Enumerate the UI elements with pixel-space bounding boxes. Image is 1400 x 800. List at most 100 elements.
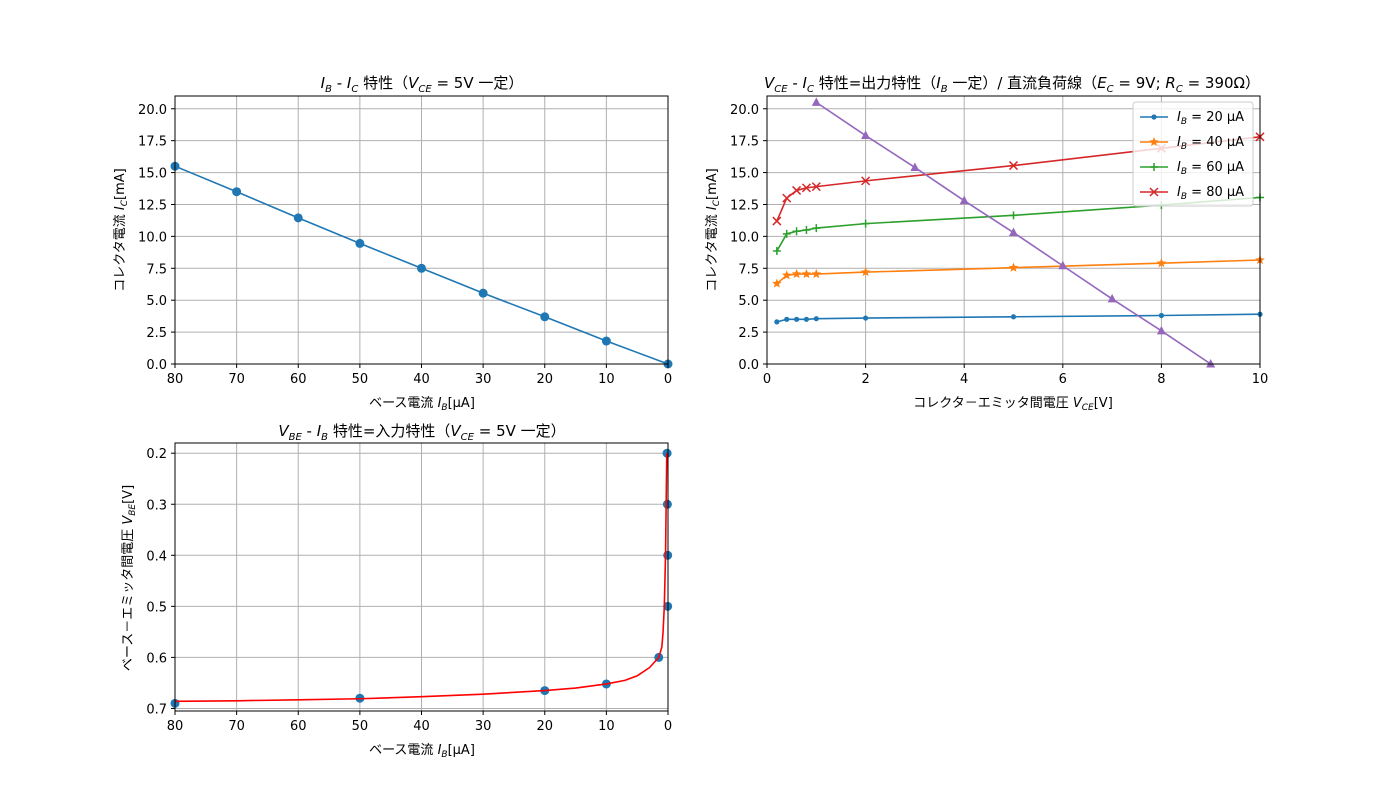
x-tick-label: 10 [598, 719, 615, 734]
y-tick-label: 20.0 [138, 103, 167, 118]
y-tick-label: 5.0 [146, 294, 167, 309]
y-tick-label: 0.7 [146, 702, 167, 717]
y-tick-label: 0.5 [146, 600, 167, 615]
y-tick-label: 2.5 [738, 326, 759, 341]
data-point [601, 336, 611, 346]
y-tick-label: 2.5 [146, 326, 167, 341]
legend-label: IB = 80 μA [1177, 185, 1244, 202]
series-line [174, 453, 668, 703]
plot-area [772, 97, 1265, 368]
legend: IB = 20 μA IB = 40 μA IB = 60 μA IB = 80… [1132, 101, 1254, 207]
legend-entry-ib-80: IB = 80 μA [1140, 185, 1244, 202]
data-point [662, 448, 672, 458]
x-tick-label: 50 [352, 719, 369, 734]
data-point [1206, 359, 1216, 368]
data-point [540, 312, 550, 322]
data-point [1008, 262, 1019, 272]
x-tick-label: 40 [413, 719, 430, 734]
x-axis-ticks: 80 70 60 50 40 30 20 10 0 [167, 364, 672, 387]
legend-marker [1140, 114, 1168, 120]
data-point [782, 229, 791, 238]
x-tick-label: 0 [763, 372, 771, 387]
y-axis-label: コレクタ電流 IC[mA] [113, 168, 130, 291]
x-axis-label: ベース電流 IB[μA] [369, 396, 475, 413]
data-point [801, 269, 812, 279]
data-point [813, 316, 819, 322]
data-point [1008, 161, 1019, 171]
legend-marker [1140, 187, 1168, 197]
data-point [1009, 227, 1018, 237]
data-point [1058, 260, 1068, 270]
y-tick-label: 15.0 [730, 167, 759, 182]
data-point [811, 269, 822, 279]
x-tick-label: 2 [861, 372, 869, 387]
x-tick-label: 8 [1157, 372, 1165, 387]
y-tick-label: 0.3 [146, 498, 167, 513]
y-tick-label: 0.2 [146, 447, 167, 462]
x-tick-label: 60 [290, 719, 307, 734]
legend-entry-ib-40: IB = 40 μA [1140, 135, 1244, 152]
data-point [478, 288, 488, 298]
legend-label: IB = 40 μA [1177, 135, 1244, 152]
chart-title: VBE - IB 特性=入力特性（VCE = 5V 一定） [278, 422, 565, 443]
legend-entry-ib-20: IB = 20 μA [1140, 110, 1244, 127]
data-point [811, 182, 821, 192]
data-point [1150, 163, 1158, 171]
data-point [792, 227, 801, 236]
data-point [662, 499, 672, 509]
y-tick-label: 17.5 [138, 135, 167, 150]
data-point [782, 193, 792, 203]
data-point [861, 130, 871, 140]
data-point [910, 162, 920, 171]
y-axis-label: コレクタ電流 IC[mA] [705, 168, 722, 291]
x-axis-ticks: 80 70 60 50 40 30 20 10 0 [167, 711, 672, 734]
y-axis-ticks: 0.0 2.5 5.0 7.5 10.0 12.5 15.0 17.5 20.0 [730, 103, 767, 373]
data-point [781, 270, 792, 280]
data-point [293, 213, 303, 223]
chart-title: IB - IC 特性（VCE = 5V 一定） [321, 74, 524, 95]
x-tick-label: 70 [228, 719, 245, 734]
data-point [417, 263, 426, 273]
legend-label: IB = 60 μA [1177, 160, 1244, 177]
series-markers [774, 311, 1263, 325]
legend-marker [1140, 163, 1168, 171]
data-point [1010, 314, 1017, 320]
data-point [1149, 187, 1159, 197]
data-point [1149, 137, 1159, 147]
data-point [811, 97, 821, 106]
x-tick-label: 10 [598, 372, 615, 387]
y-tick-label: 0.0 [738, 358, 759, 373]
axes-frame [766, 95, 1261, 365]
x-tick-label: 0 [664, 719, 672, 734]
y-axis-ticks: 0.0 2.5 5.0 7.5 10.0 12.5 15.0 17.5 20.0 [138, 103, 175, 373]
x-tick-label: 40 [413, 372, 430, 387]
legend-entry-ib-60: IB = 60 μA [1140, 160, 1244, 177]
y-tick-label: 0.0 [146, 358, 167, 373]
data-point [812, 224, 821, 233]
x-tick-label: 50 [352, 372, 369, 387]
data-point [772, 247, 781, 256]
data-point [803, 316, 810, 322]
y-tick-label: 17.5 [730, 135, 759, 150]
data-point [959, 195, 969, 205]
data-point [792, 185, 802, 195]
x-tick-label: 80 [167, 719, 184, 734]
legend-box [1132, 101, 1254, 207]
y-tick-label: 15.0 [138, 167, 167, 182]
y-tick-label: 0.4 [146, 549, 167, 564]
y-tick-label: 12.5 [138, 198, 167, 213]
legend-marker [1140, 137, 1168, 147]
data-point [1158, 312, 1164, 319]
x-axis-label: コレクタ－エミッタ間電圧 VCE[V] [913, 396, 1113, 413]
series-markers [811, 97, 1216, 368]
x-tick-label: 0 [664, 372, 672, 387]
x-axis-label: ベース電流 IB[μA] [369, 743, 475, 760]
y-axis-ticks: 0.2 0.3 0.4 0.5 0.6 0.7 [146, 447, 175, 717]
data-point [791, 269, 802, 279]
chart-title: VCE - IC 特性=出力特性（IB 一定）/ 直流負荷線（EC = 9V; … [764, 74, 1260, 95]
y-tick-label: 10.0 [730, 230, 759, 245]
data-point [232, 187, 242, 197]
x-tick-label: 80 [167, 372, 184, 387]
legend-label: IB = 20 μA [1177, 110, 1244, 127]
